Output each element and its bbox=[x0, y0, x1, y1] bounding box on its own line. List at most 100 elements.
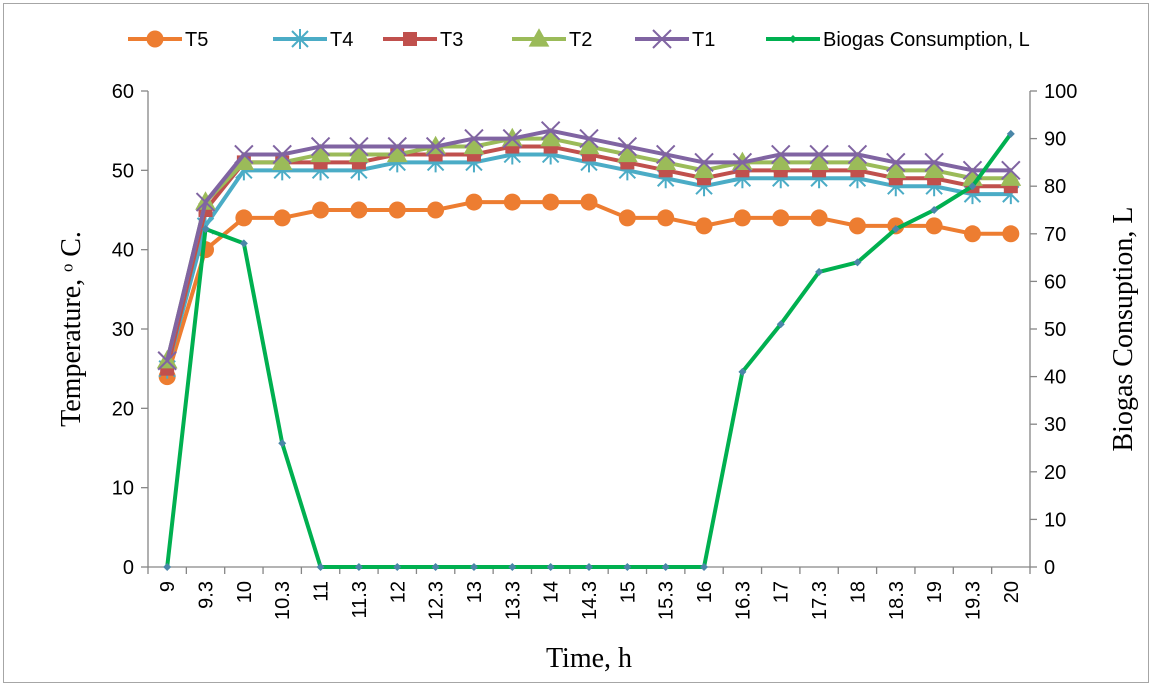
y-tick-label: 60 bbox=[112, 81, 134, 103]
y2-tick-label: 0 bbox=[1044, 557, 1055, 579]
data-point bbox=[1001, 160, 1021, 181]
x-tick-label: 17.3 bbox=[809, 581, 831, 620]
data-point bbox=[546, 563, 555, 571]
data-point bbox=[616, 143, 638, 163]
y2-tick-label: 30 bbox=[1044, 414, 1066, 436]
data-point bbox=[618, 209, 636, 227]
legend-item: T3 bbox=[383, 29, 463, 51]
y2-tick-label: 100 bbox=[1044, 81, 1077, 103]
data-point bbox=[661, 563, 670, 571]
legend-marker bbox=[789, 35, 797, 43]
data-point bbox=[354, 563, 363, 571]
data-point bbox=[272, 144, 292, 165]
y-tick-label: 50 bbox=[112, 160, 134, 182]
data-point bbox=[312, 201, 330, 219]
axes: 0 10 20 30 40 50 60 0 10 20 30 40 50 60 70 80 90 100 9 9.3 1… bbox=[112, 81, 1078, 620]
data-point bbox=[580, 193, 598, 211]
data-point bbox=[201, 225, 210, 234]
legend-marker bbox=[528, 28, 550, 47]
legend-item: T5 bbox=[128, 29, 208, 51]
legend-label: T2 bbox=[569, 29, 592, 51]
x-tick-label: 13 bbox=[464, 581, 486, 603]
data-point bbox=[386, 143, 408, 163]
x-tick-label: 12.3 bbox=[426, 581, 448, 620]
data-point bbox=[930, 206, 939, 214]
series-line bbox=[165, 200, 1011, 378]
data-point bbox=[891, 225, 900, 234]
data-point bbox=[738, 367, 747, 376]
x-tick-label: 20 bbox=[1001, 581, 1023, 603]
legend-marker bbox=[403, 32, 417, 46]
x-tick-label: 12 bbox=[387, 581, 409, 603]
series-line bbox=[165, 152, 1011, 370]
series-biogas-consumption-l bbox=[163, 129, 1015, 571]
data-point bbox=[657, 209, 675, 227]
data-point bbox=[885, 159, 907, 178]
data-point bbox=[387, 136, 407, 157]
x-tick-label: 11.3 bbox=[349, 581, 371, 618]
x-tick-label: 16.3 bbox=[732, 581, 754, 620]
legend-marker bbox=[146, 30, 164, 48]
y-axis-title: Temperature, ᵒ C. bbox=[56, 231, 87, 427]
data-point bbox=[585, 563, 593, 571]
x-axis-title: Time, h bbox=[546, 643, 632, 674]
data-point bbox=[968, 182, 977, 191]
data-point bbox=[463, 135, 485, 155]
y2-tick-label: 40 bbox=[1044, 367, 1066, 389]
legend-item: T1 bbox=[635, 29, 715, 51]
data-point bbox=[623, 563, 632, 571]
legend: T5 T4 T3 T2 T1 Biogas Consumption, L bbox=[128, 28, 1030, 51]
x-tick-label: 10 bbox=[234, 581, 256, 603]
x-tick-label: 17 bbox=[771, 581, 793, 603]
data-point bbox=[770, 151, 792, 171]
data-point bbox=[848, 217, 866, 235]
x-tick-label: 18 bbox=[847, 581, 869, 603]
y2-axis-title: Biogas Consuption, L bbox=[1108, 206, 1139, 451]
data-point bbox=[1002, 225, 1020, 243]
data-point bbox=[163, 563, 172, 571]
data-point bbox=[963, 225, 981, 243]
series-line bbox=[165, 144, 1011, 370]
data-point bbox=[234, 144, 254, 165]
y2-tick-label: 10 bbox=[1044, 509, 1066, 531]
x-tick-label: 18.3 bbox=[886, 581, 908, 620]
series-t1 bbox=[157, 120, 1021, 371]
data-point bbox=[542, 193, 560, 211]
x-tick-label: 16 bbox=[694, 581, 716, 603]
x-tick-label: 14.3 bbox=[579, 581, 601, 620]
legend-item: Biogas Consumption, L bbox=[766, 29, 1030, 51]
y2-tick-label: 50 bbox=[1044, 319, 1066, 341]
data-point bbox=[388, 201, 406, 219]
x-tick-label: 9 bbox=[157, 581, 179, 592]
data-point bbox=[810, 209, 828, 227]
data-point bbox=[273, 209, 291, 227]
data-point bbox=[427, 201, 445, 219]
legend-item: T4 bbox=[273, 29, 353, 51]
data-point bbox=[847, 151, 868, 171]
data-point bbox=[431, 563, 440, 571]
legend-marker bbox=[652, 29, 672, 49]
data-point bbox=[425, 136, 446, 157]
data-point bbox=[808, 151, 830, 171]
data-point bbox=[540, 127, 562, 147]
data-point bbox=[1000, 167, 1022, 186]
data-point bbox=[853, 258, 862, 267]
data-point bbox=[733, 209, 751, 227]
x-tick-label: 15 bbox=[617, 581, 639, 603]
data-point bbox=[1006, 129, 1015, 138]
y2-tick-label: 90 bbox=[1044, 129, 1066, 151]
data-point bbox=[540, 120, 561, 141]
legend-label: Biogas Consumption, L bbox=[823, 29, 1030, 51]
data-point bbox=[776, 320, 785, 329]
data-point bbox=[886, 152, 906, 173]
data-point bbox=[579, 128, 599, 149]
data-point bbox=[239, 239, 248, 248]
legend-item: T2 bbox=[512, 28, 592, 51]
data-point bbox=[923, 159, 945, 178]
data-point bbox=[278, 439, 287, 448]
data-point bbox=[924, 152, 944, 173]
x-tick-label: 19.3 bbox=[962, 581, 984, 620]
y2-tick-label: 80 bbox=[1044, 176, 1066, 198]
legend-marker bbox=[291, 29, 309, 49]
